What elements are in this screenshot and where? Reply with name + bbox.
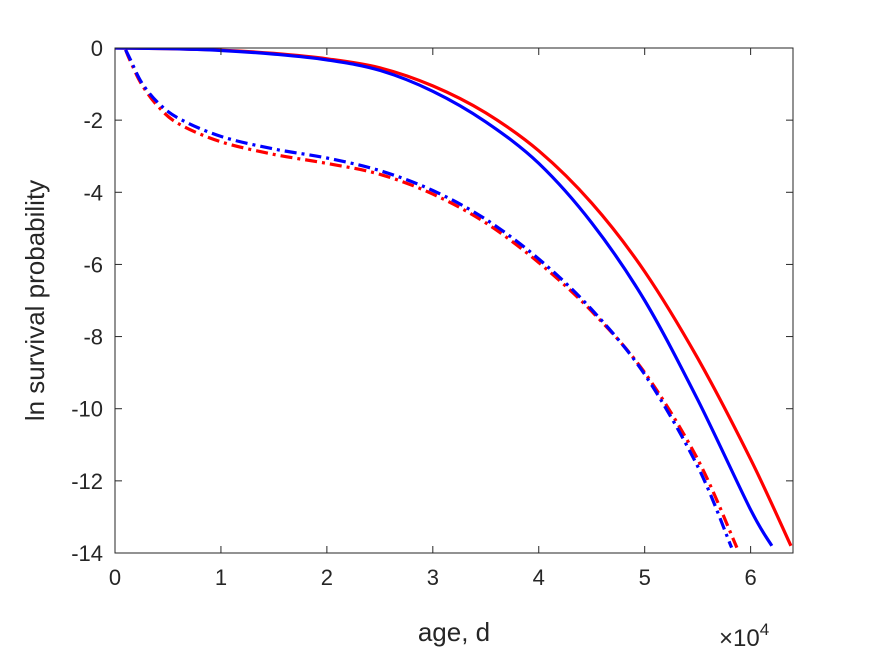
y-tick-label: -4 xyxy=(83,180,103,205)
x-axis-exponent-base: ×10 xyxy=(719,625,760,652)
y-tick-label: -6 xyxy=(83,252,103,277)
x-tick-label: 6 xyxy=(745,565,757,590)
x-axis-exponent-power: 4 xyxy=(760,620,769,639)
series-group xyxy=(115,48,793,549)
plot-area xyxy=(114,47,794,554)
x-axis-exponent: ×104 xyxy=(719,620,769,652)
x-tick-label: 2 xyxy=(321,565,333,590)
x-tick-label: 5 xyxy=(639,565,651,590)
y-tick-label: -10 xyxy=(71,397,103,422)
dashdot-series-line-blue xyxy=(124,49,734,549)
y-tick-label: 0 xyxy=(91,36,103,61)
tick-marks xyxy=(114,47,793,554)
y-tick-label: -8 xyxy=(83,325,103,350)
solid-series-line-red xyxy=(115,48,793,547)
x-tick-label: 1 xyxy=(215,565,227,590)
x-axis-label: age, d xyxy=(418,617,490,647)
y-axis-label: ln survival probability xyxy=(20,180,50,421)
y-tick-label: -14 xyxy=(71,541,103,566)
y-tick-label: -2 xyxy=(83,108,103,133)
x-tick-label: 3 xyxy=(427,565,439,590)
x-tick-labels: 0 1 2 3 4 5 6 xyxy=(109,565,757,590)
y-tick-labels: 0 -2 -4 -6 -8 -10 -12 -14 xyxy=(71,36,103,566)
x-tick-label: 4 xyxy=(533,565,545,590)
x-tick-label: 0 xyxy=(109,565,121,590)
y-tick-label: -12 xyxy=(71,469,103,494)
solid-series-line-blue xyxy=(115,48,774,547)
